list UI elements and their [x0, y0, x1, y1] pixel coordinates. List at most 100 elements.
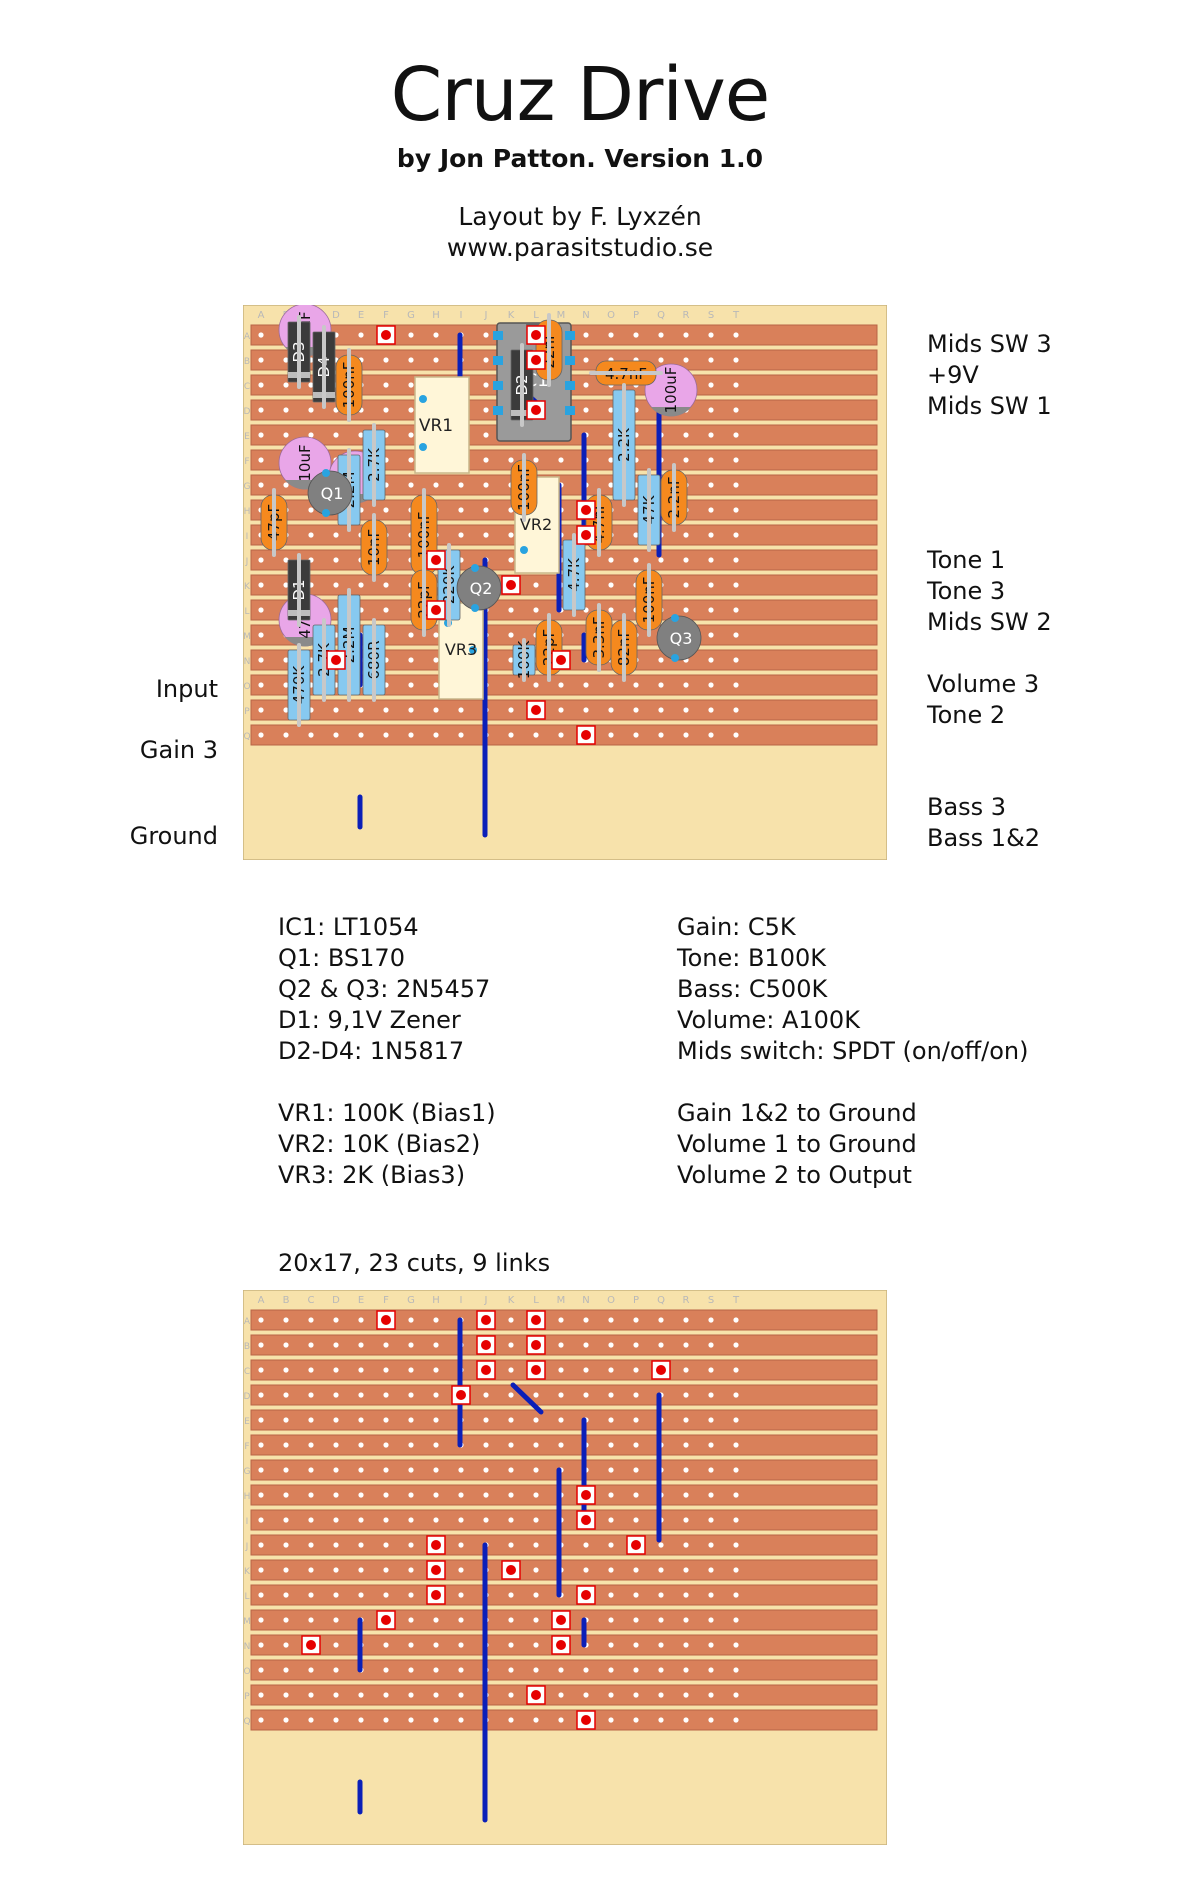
strip-hole — [683, 557, 689, 563]
strip-hole — [633, 557, 639, 563]
strip-hole — [383, 707, 389, 713]
strip-hole — [383, 1492, 389, 1498]
transistor-q1: Q1 — [307, 469, 353, 517]
copper-strip — [250, 1584, 878, 1606]
strip-hole — [383, 607, 389, 613]
strip-hole — [283, 1567, 289, 1573]
strip-hole — [308, 1542, 314, 1548]
strip-hole — [483, 1467, 489, 1473]
strip-hole — [358, 1717, 364, 1723]
strip-hole — [358, 1592, 364, 1598]
strip-hole — [708, 1567, 714, 1573]
transistor-pin — [671, 654, 679, 662]
column-letter: C — [308, 1295, 315, 1306]
strip-hole — [633, 1517, 639, 1523]
strip-hole — [458, 1692, 464, 1698]
strip-hole — [433, 707, 439, 713]
column-letter: J — [484, 310, 488, 321]
column-letter: F — [383, 310, 389, 321]
strip-hole — [733, 1717, 739, 1723]
strip-hole — [358, 1367, 364, 1373]
strip-hole — [608, 732, 614, 738]
strip-hole — [683, 1542, 689, 1548]
strip-hole — [708, 557, 714, 563]
strip-hole — [608, 1517, 614, 1523]
strip-hole — [408, 1417, 414, 1423]
strip-hole — [358, 1492, 364, 1498]
strip-hole — [258, 1417, 264, 1423]
strip-hole — [308, 732, 314, 738]
strip-hole — [258, 707, 264, 713]
strip-hole — [608, 1492, 614, 1498]
strip-hole — [508, 1392, 514, 1398]
row-letter: N — [244, 657, 251, 667]
strip-hole — [358, 1542, 364, 1548]
copper-strip — [250, 674, 878, 696]
strip-hole — [483, 1492, 489, 1498]
strip-cut-mark — [431, 555, 441, 565]
strip-hole — [333, 1567, 339, 1573]
strip-hole — [683, 732, 689, 738]
strip-hole — [683, 1492, 689, 1498]
strip-hole — [508, 732, 514, 738]
column-letter: E — [358, 1295, 364, 1306]
column-letter: G — [407, 310, 415, 321]
strip-hole — [508, 1617, 514, 1623]
strip-hole — [558, 1692, 564, 1698]
strip-hole — [733, 657, 739, 663]
strip-hole — [683, 532, 689, 538]
column-letter: T — [732, 1295, 740, 1306]
strip-hole — [358, 1317, 364, 1323]
row-letter: B — [244, 1342, 250, 1352]
strip-hole — [483, 1517, 489, 1523]
vr1: VR1 — [414, 376, 470, 474]
strip-hole — [458, 1717, 464, 1723]
spec-line: Volume: A100K — [677, 1006, 860, 1034]
strip-hole — [333, 532, 339, 538]
strip-hole — [283, 1617, 289, 1623]
strip-hole — [308, 507, 314, 513]
strip-hole — [608, 707, 614, 713]
strip-hole — [308, 407, 314, 413]
board-base: A B C D E F G H I J K L M N O P Q R S T A B C D E F G H I J K L M N O P Q — [243, 1290, 887, 1845]
strip-hole — [608, 607, 614, 613]
strip-cut-mark — [381, 1315, 391, 1325]
vr-pin — [419, 443, 427, 451]
strip-hole — [458, 1467, 464, 1473]
strip-hole — [433, 1467, 439, 1473]
strip-hole — [408, 382, 414, 388]
strip-hole — [658, 1542, 664, 1548]
strip-hole — [733, 1592, 739, 1598]
strip-hole — [508, 1367, 514, 1373]
strip-hole — [333, 557, 339, 563]
strip-hole — [383, 1642, 389, 1648]
strip-hole — [258, 432, 264, 438]
strip-hole — [258, 1342, 264, 1348]
strip-cut-mark — [581, 1590, 591, 1600]
strip-hole — [408, 1392, 414, 1398]
strip-hole — [633, 1567, 639, 1573]
strip-hole — [708, 582, 714, 588]
transistor-pin — [471, 604, 479, 612]
strip-hole — [508, 1642, 514, 1648]
strip-hole — [283, 1517, 289, 1523]
strip-hole — [258, 1542, 264, 1548]
strip-hole — [558, 1392, 564, 1398]
strip-hole — [583, 407, 589, 413]
copper-strip — [250, 1384, 878, 1406]
strip-hole — [258, 1442, 264, 1448]
strip-hole — [408, 657, 414, 663]
column-letter: E — [358, 310, 364, 321]
transistor-q3: Q3 — [656, 614, 702, 662]
strip-hole — [733, 507, 739, 513]
website-link[interactable]: www.parasitstudio.se — [446, 233, 714, 262]
strip-hole — [383, 1692, 389, 1698]
spec-line: Bass: C500K — [677, 975, 828, 1003]
strip-hole — [433, 1492, 439, 1498]
row-letter: M — [243, 632, 251, 642]
column-letter: I — [460, 310, 463, 321]
strip-hole — [508, 1467, 514, 1473]
strip-hole — [733, 1467, 739, 1473]
strip-hole — [258, 382, 264, 388]
strip-hole — [433, 1642, 439, 1648]
